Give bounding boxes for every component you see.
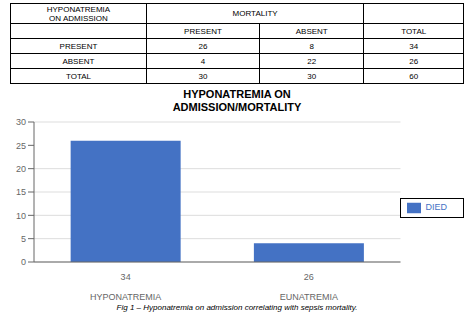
html-text:PRESENT: PRESENT: [59, 41, 98, 51]
svg-text:20: 20: [16, 164, 26, 174]
html-text:ON ADMISSION: ON ADMISSION: [49, 13, 108, 23]
html-text:26: 26: [409, 56, 419, 66]
html-text:8: 8: [309, 41, 314, 51]
html-text:30: 30: [198, 71, 208, 81]
svg-text:10: 10: [16, 211, 26, 221]
svg-text:26EUNATREMIA: 26EUNATREMIA: [280, 272, 338, 300]
html-text:MORTALITY: MORTALITY: [232, 9, 278, 18]
html-text:30: 30: [307, 71, 317, 81]
svg-text:25: 25: [16, 141, 26, 151]
html-text:ADMISSION/MORTALITY: ADMISSION/MORTALITY: [172, 101, 302, 113]
svg-text:30: 30: [16, 117, 26, 127]
html-text:DIED: DIED: [425, 202, 447, 213]
html-text:4: 4: [200, 56, 206, 66]
html-text:22: 22: [307, 56, 317, 66]
html-text:26: 26: [198, 41, 208, 51]
html-text:ABSENT: ABSENT: [295, 26, 328, 36]
svg-text:34HYPONATREMIA: 34HYPONATREMIA: [90, 272, 161, 300]
html-text:TOTAL: TOTAL: [65, 71, 91, 81]
svg-text:5: 5: [21, 234, 26, 244]
html-text:HYPONATREMIA: HYPONATREMIA: [46, 4, 111, 14]
svg-text:0: 0: [21, 257, 26, 267]
html-text:HYPONATREMIA ON: HYPONATREMIA ON: [183, 88, 291, 100]
html-text:34: 34: [409, 41, 419, 51]
html-text:60: 60: [409, 71, 419, 81]
svg-text:15: 15: [16, 187, 26, 197]
html-text:Fig 1 – Hyponatremia on admiss: Fig 1 – Hyponatremia on admission correl…: [116, 303, 358, 312]
html-text:TOTAL: TOTAL: [401, 26, 427, 36]
html-text:PRESENT: PRESENT: [184, 26, 222, 36]
html-text:ABSENT: ABSENT: [62, 56, 95, 66]
